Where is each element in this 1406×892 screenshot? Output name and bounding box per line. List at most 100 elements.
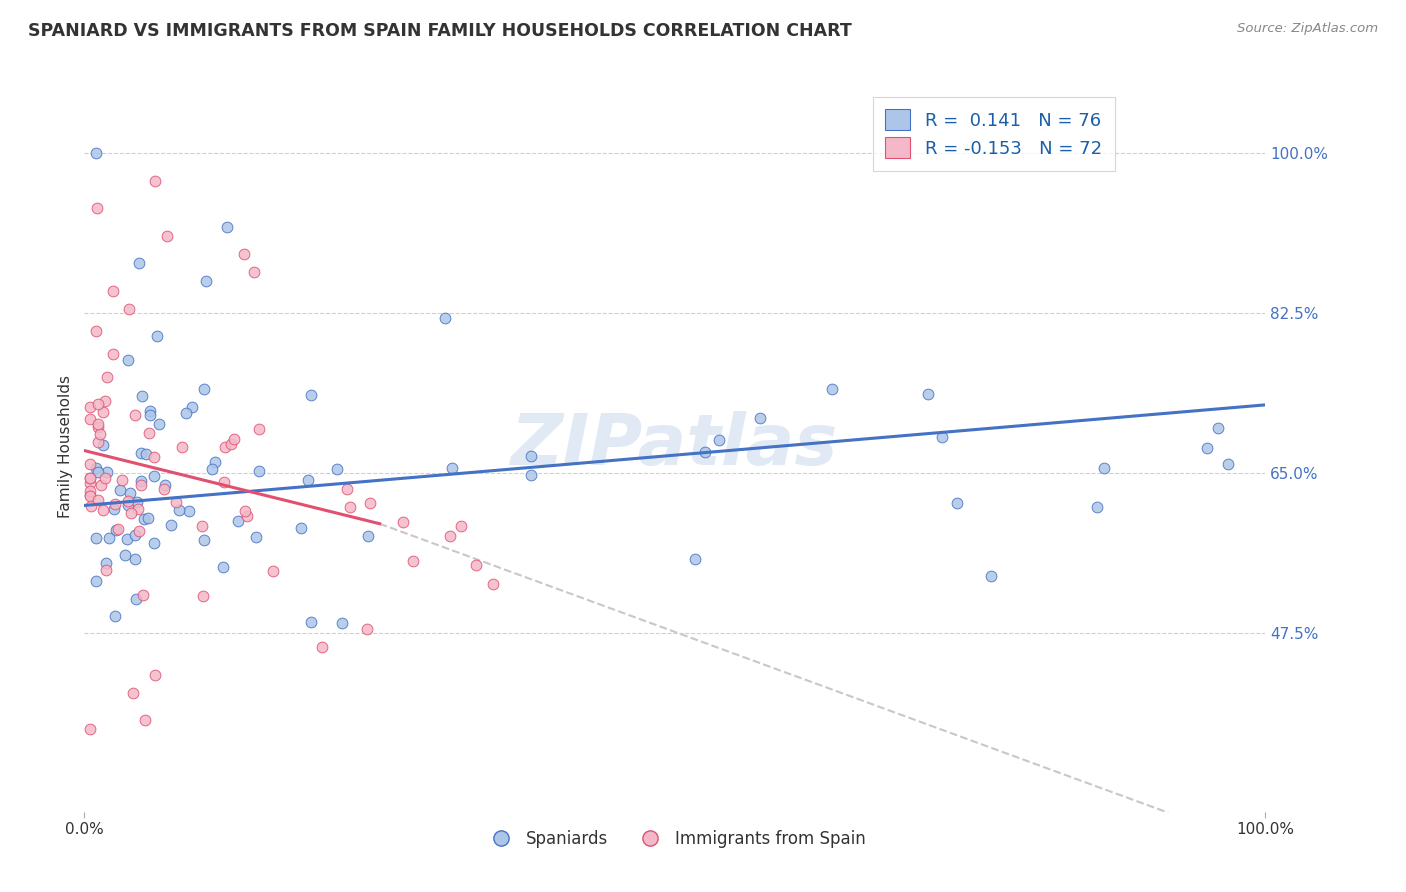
Point (146, 329, 169, 343)
Point (94, 557, 117, 571)
Point (118, 301, 141, 316)
Point (194, 275, 217, 289)
Point (124, 527, 146, 541)
Point (155, 228, 177, 243)
Point (128, 256, 150, 270)
Point (91, 405, 114, 419)
Point (392, 515, 415, 529)
Point (290, 520, 312, 534)
Point (683, 551, 706, 566)
Point (96, 466, 118, 480)
Text: SPANIARD VS IMMIGRANTS FROM SPAIN FAMILY HOUSEHOLDS CORRELATION CHART: SPANIARD VS IMMIGRANTS FROM SPAIN FAMILY… (28, 22, 852, 40)
Point (1092, 461, 1115, 475)
Point (1195, 442, 1218, 456)
Y-axis label: Family Households: Family Households (58, 375, 73, 517)
Point (87, 434, 110, 449)
Point (217, 219, 239, 234)
Point (84, 146, 107, 161)
Point (214, 441, 236, 455)
Point (121, 686, 143, 700)
Point (148, 417, 170, 431)
Point (80, 500, 103, 514)
Point (232, 247, 254, 261)
Point (129, 446, 152, 460)
Point (233, 504, 256, 518)
Point (339, 500, 361, 515)
Point (356, 622, 378, 636)
Point (172, 440, 194, 454)
Point (117, 498, 139, 512)
Point (191, 519, 214, 533)
Point (356, 528, 378, 542)
Point (96, 563, 118, 577)
Point (301, 615, 323, 629)
Point (326, 462, 349, 476)
Point (243, 265, 266, 279)
Point (125, 592, 148, 607)
Point (138, 426, 160, 441)
Text: Source: ZipAtlas.com: Source: ZipAtlas.com (1237, 22, 1378, 36)
Point (211, 559, 233, 574)
Point (136, 510, 159, 524)
Point (160, 518, 183, 533)
Point (222, 432, 245, 446)
Point (111, 474, 134, 488)
Point (1218, 457, 1240, 471)
Point (132, 588, 155, 602)
Point (330, 615, 353, 630)
Point (79, 412, 101, 426)
Point (87, 465, 110, 479)
Point (262, 565, 284, 579)
Point (79, 483, 101, 498)
Point (139, 408, 162, 422)
Point (226, 514, 249, 528)
Point (86, 202, 108, 216)
Point (439, 529, 461, 543)
Point (128, 524, 150, 538)
Point (402, 554, 425, 568)
Point (79, 400, 101, 414)
Point (101, 284, 124, 298)
Point (117, 532, 139, 546)
Point (103, 347, 125, 361)
Point (120, 506, 142, 520)
Point (131, 474, 153, 488)
Point (433, 311, 456, 326)
Point (174, 406, 197, 420)
Point (980, 569, 1002, 583)
Point (917, 386, 939, 401)
Point (107, 522, 129, 536)
Point (84, 325, 107, 339)
Point (129, 477, 152, 491)
Point (693, 445, 716, 459)
Point (1085, 500, 1108, 514)
Point (131, 389, 153, 403)
Point (124, 408, 146, 422)
Point (482, 577, 505, 591)
Point (84, 460, 107, 475)
Point (86, 492, 108, 507)
Point (87, 417, 110, 432)
Point (89, 426, 111, 441)
Point (193, 533, 215, 548)
Point (135, 447, 157, 461)
Point (143, 535, 166, 549)
Point (165, 495, 187, 509)
Point (153, 478, 176, 492)
Point (1206, 421, 1229, 435)
Point (117, 353, 139, 368)
Point (79, 470, 101, 484)
Point (94, 471, 117, 485)
Point (87, 420, 110, 434)
Point (96, 370, 118, 384)
Point (177, 504, 200, 518)
Point (441, 461, 464, 475)
Point (79, 488, 101, 502)
Point (299, 388, 322, 402)
Point (98, 531, 121, 545)
Point (145, 174, 167, 188)
Point (139, 404, 162, 418)
Point (143, 450, 166, 464)
Point (297, 473, 319, 487)
Point (93, 393, 115, 408)
